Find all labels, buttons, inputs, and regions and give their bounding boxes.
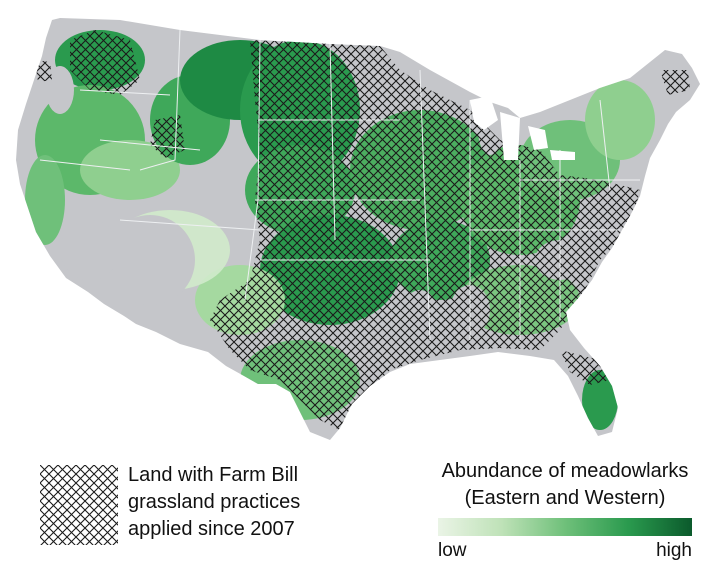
abundance-title-line: (Eastern and Western) bbox=[464, 487, 666, 509]
state-borders bbox=[39, 29, 640, 341]
hatch-legend-swatch bbox=[40, 465, 118, 545]
us-abundance-map bbox=[16, 18, 700, 440]
hatch-label-line: grassland practices bbox=[128, 491, 301, 513]
hatch-legend-label: Land with Farm Bill grassland practices … bbox=[128, 462, 348, 543]
abundance-legend-title: Abundance of meadowlarks (Eastern and We… bbox=[425, 458, 705, 512]
abundance-color-ramp bbox=[438, 518, 692, 536]
hatch-label-line: Land with Farm Bill bbox=[128, 464, 299, 486]
great-lakes bbox=[470, 96, 575, 160]
abundance-title-line: Abundance of meadowlarks bbox=[441, 460, 689, 482]
ramp-high-label: high bbox=[656, 540, 692, 561]
hatch-label-line: applied since 2007 bbox=[128, 518, 295, 540]
ramp-low-label: low bbox=[438, 540, 467, 561]
